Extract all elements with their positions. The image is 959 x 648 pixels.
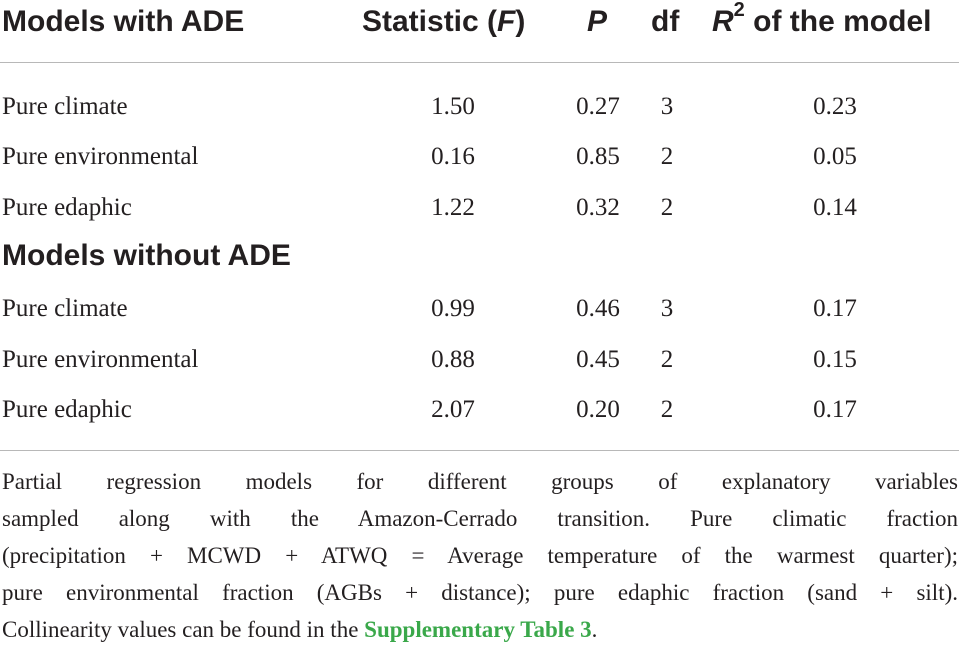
cell-p: 0.27 [576, 93, 620, 120]
section-title-without-ade: Models without ADE [2, 239, 291, 272]
cell-r2: 0.15 [813, 346, 857, 373]
cell-p: 0.32 [576, 194, 620, 221]
column-header-model: Models with ADE [2, 5, 245, 38]
row-label: Pure environmental [2, 143, 199, 170]
column-header-statistic: Statistic (F) [362, 0, 525, 44]
column-header-p: P [587, 0, 607, 44]
cell-df: 2 [660, 396, 674, 423]
footer-rule [0, 450, 959, 451]
row-label: Pure edaphic [2, 194, 132, 221]
table-row: Pure edaphic 2.07 0.20 2 0.17 [0, 392, 959, 428]
supplementary-table-link[interactable]: Supplementary Table 3 [364, 617, 592, 642]
table-row: Pure climate 1.50 0.27 3 0.23 [0, 89, 959, 125]
table-footnote: Partial regression models for different … [2, 463, 958, 648]
cell-statistic: 0.16 [431, 143, 475, 170]
footnote-line5-suffix: . [591, 617, 598, 642]
table-row: Pure environmental 0.88 0.45 2 0.15 [0, 342, 959, 378]
footnote-line: Partial regression models for different … [2, 469, 958, 494]
column-header-df: df [651, 5, 680, 38]
table-row: Pure environmental 0.16 0.85 2 0.05 [0, 139, 959, 175]
column-header-r2: R2 of the model [712, 0, 931, 44]
table-row: Pure edaphic 1.22 0.32 2 0.14 [0, 190, 959, 226]
statistic-prefix: Statistic ( [362, 5, 498, 38]
cell-df: 3 [660, 295, 674, 322]
cell-df: 3 [660, 93, 674, 120]
cell-r2: 0.17 [813, 396, 857, 423]
p-var: P [587, 5, 608, 38]
cell-statistic: 0.99 [431, 295, 475, 322]
statistic-suffix: ) [515, 5, 526, 38]
cell-p: 0.20 [576, 396, 620, 423]
cell-df: 2 [660, 194, 674, 221]
cell-r2: 0.05 [813, 143, 857, 170]
r2-suffix: of the model [744, 5, 932, 38]
r2-var: R [712, 5, 734, 38]
cell-r2: 0.23 [813, 93, 857, 120]
row-label: Pure edaphic [2, 396, 132, 423]
cell-statistic: 1.50 [431, 93, 475, 120]
cell-p: 0.85 [576, 143, 620, 170]
footnote-line5-prefix: Collinearity values can be found in the [2, 617, 365, 642]
footnote-line: (precipitation + MCWD + ATWQ = Average t… [2, 543, 958, 568]
footnote-line: sampled along with the Amazon-Cerrado tr… [2, 506, 958, 531]
footnote-line: Collinearity values can be found in the … [2, 611, 958, 648]
cell-statistic: 1.22 [431, 194, 475, 221]
row-label: Pure climate [2, 295, 128, 322]
cell-df: 2 [660, 143, 674, 170]
table-row: Pure climate 0.99 0.46 3 0.17 [0, 291, 959, 327]
cell-statistic: 2.07 [431, 396, 475, 423]
cell-r2: 0.14 [813, 194, 857, 221]
footnote-line: pure environmental fraction (AGBs + dist… [2, 580, 958, 605]
row-label: Pure climate [2, 93, 128, 120]
cell-r2: 0.17 [813, 295, 857, 322]
cell-df: 2 [660, 346, 674, 373]
header-rule [0, 62, 959, 63]
cell-p: 0.45 [576, 346, 620, 373]
row-label: Pure environmental [2, 346, 199, 373]
r2-sup: 2 [733, 0, 745, 21]
statistic-var: F [497, 5, 516, 38]
cell-p: 0.46 [576, 295, 620, 322]
cell-statistic: 0.88 [431, 346, 475, 373]
